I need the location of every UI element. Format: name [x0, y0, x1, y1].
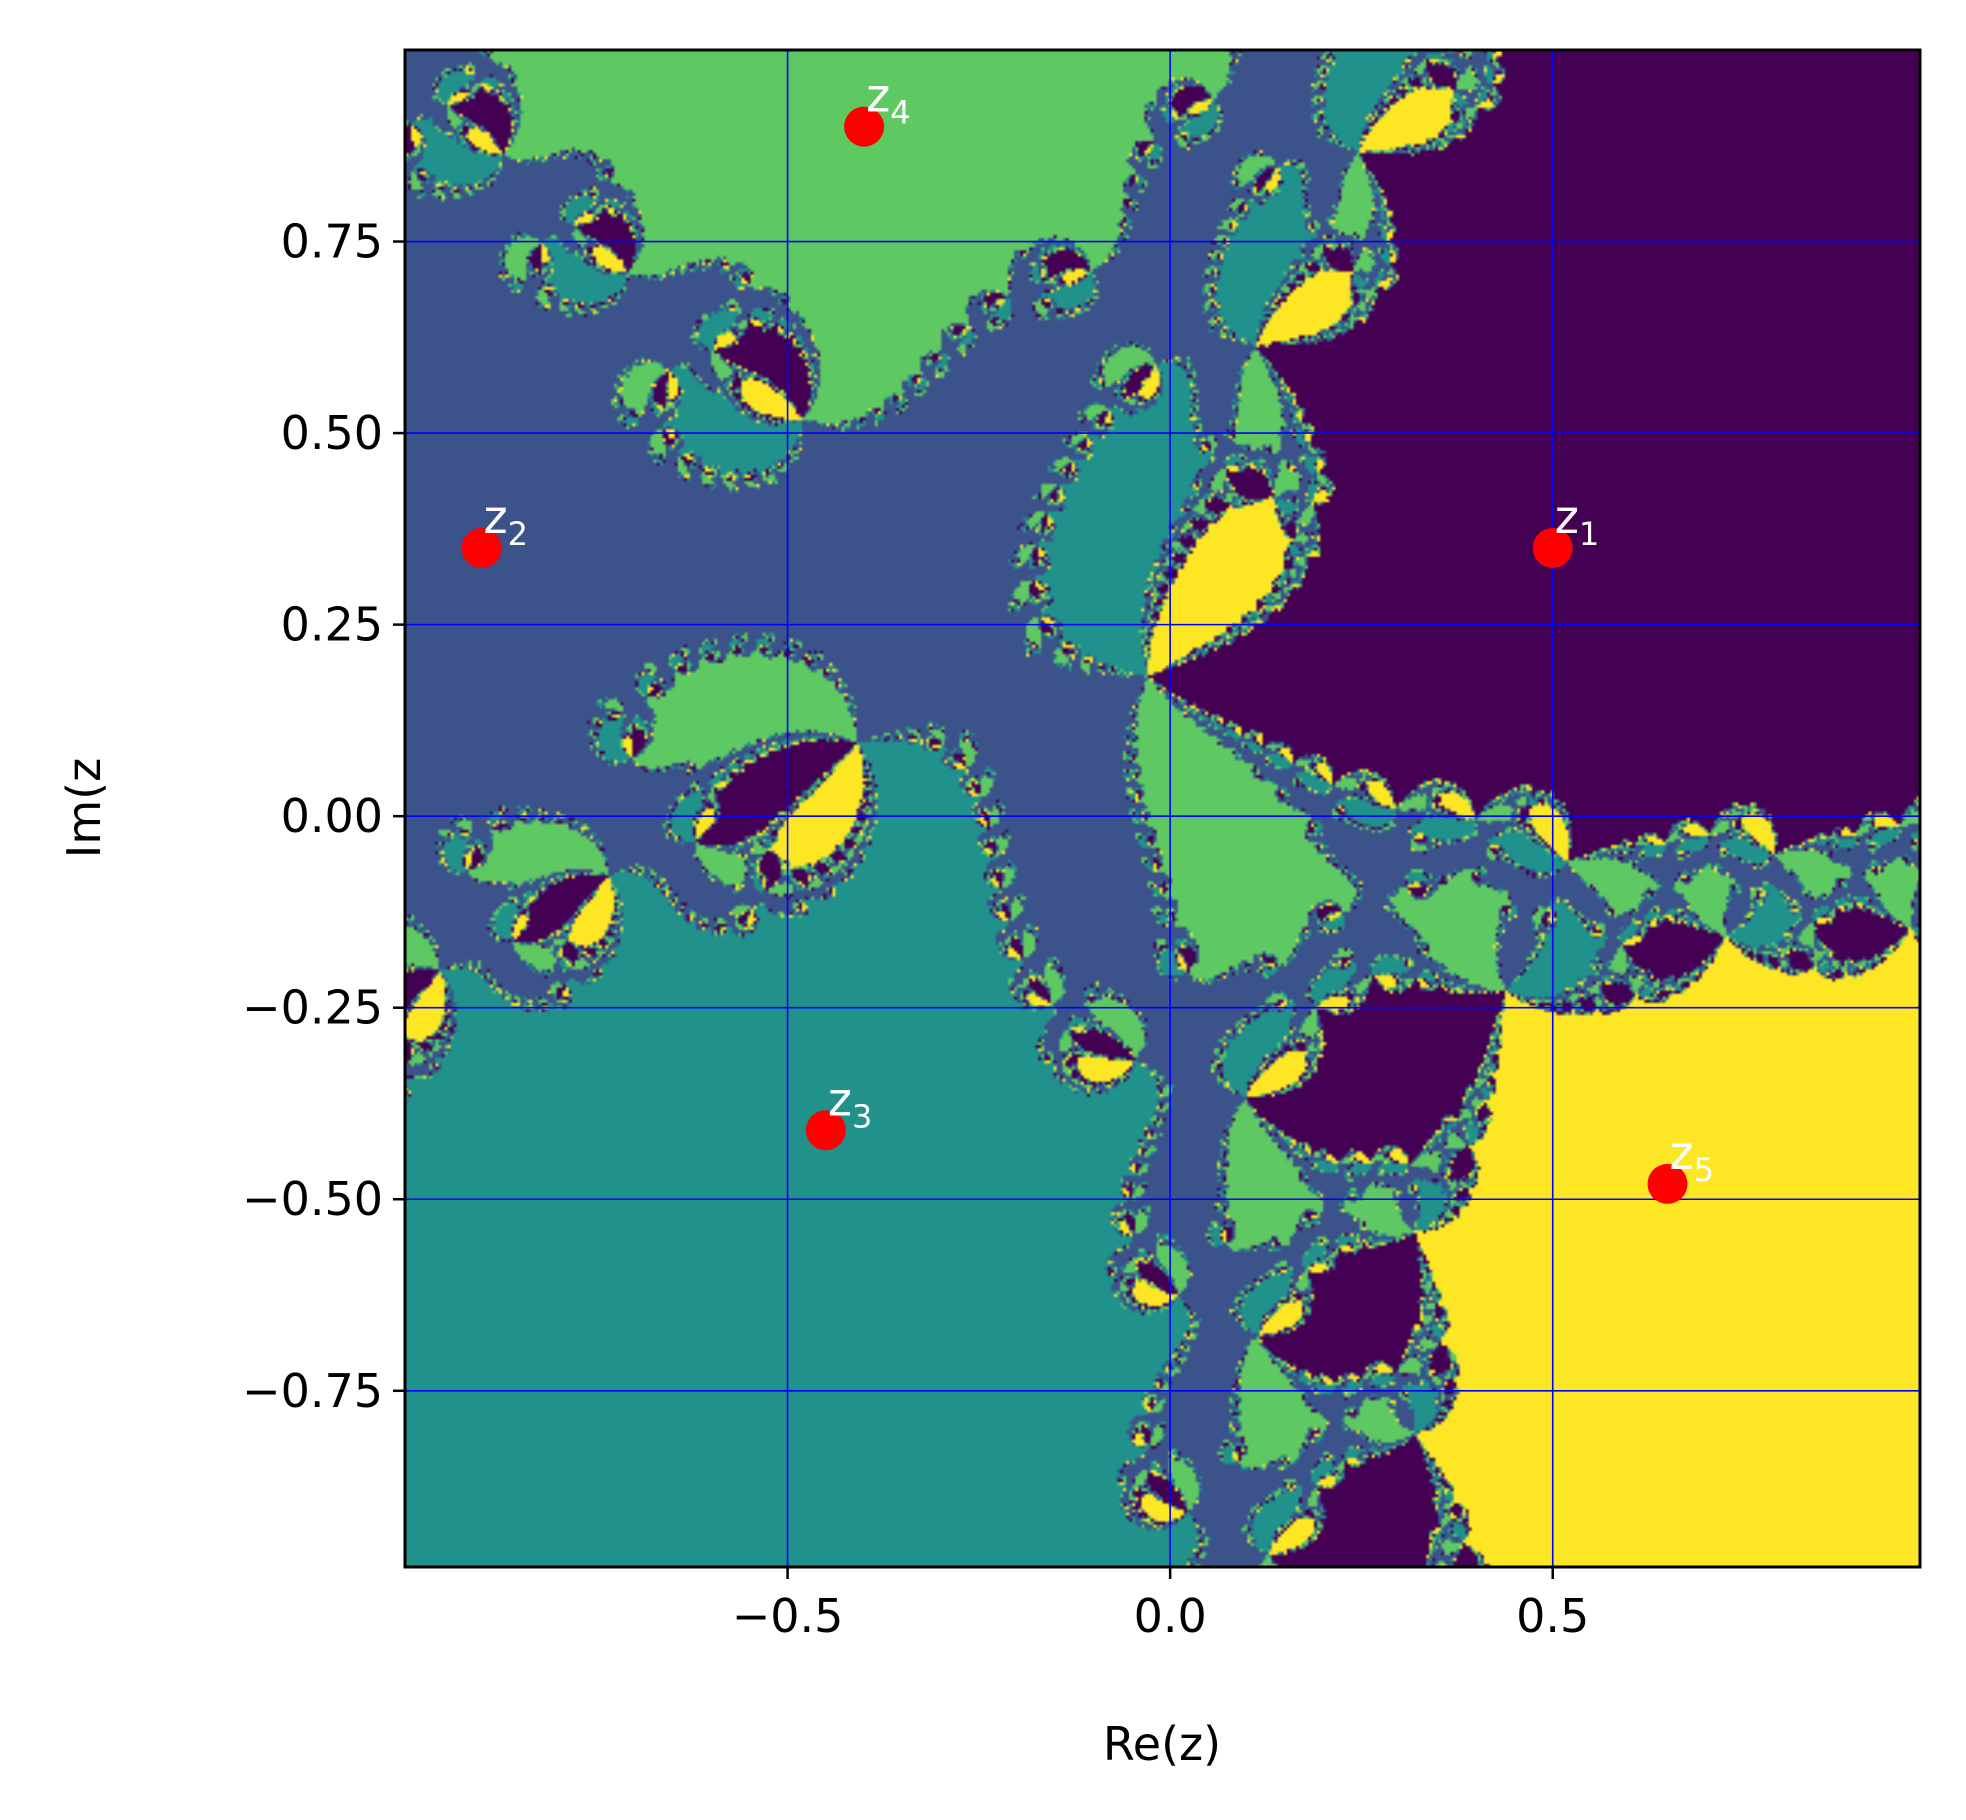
y-tick-label-1: −0.50 — [242, 1172, 383, 1226]
x-tick-label-1: 0.0 — [1134, 1589, 1207, 1643]
plot-area — [405, 50, 1920, 1567]
y-tick-label-4: 0.25 — [281, 598, 383, 652]
root-marker-2 — [461, 528, 502, 569]
root-marker-4 — [844, 106, 885, 147]
x-tick-label-0: −0.5 — [732, 1589, 844, 1643]
x-tick-label-2: 0.5 — [1516, 1589, 1589, 1643]
y-tick-label-2: −0.25 — [242, 981, 383, 1035]
root-marker-5 — [1647, 1163, 1688, 1204]
y-tick-label-0: −0.75 — [242, 1364, 383, 1418]
root-label-1: z1 — [1555, 490, 1600, 553]
y-axis-ticks: −0.75 −0.50 −0.25 0.00 0.25 0.50 0.75 — [242, 215, 405, 1418]
root-marker-3 — [805, 1110, 846, 1151]
grid-lines — [405, 50, 1920, 1567]
root-label-4: z4 — [866, 69, 911, 132]
y-tick-label-6: 0.75 — [281, 215, 383, 269]
y-axis-label: Im(z — [57, 758, 111, 858]
y-tick-label-3: 0.00 — [281, 789, 383, 843]
fractal-basin-heatmap — [405, 50, 1920, 1567]
root-labels: z1 z2 z3 z4 z5 — [484, 69, 1715, 1189]
x-axis-label: Re(z) — [1103, 1717, 1221, 1771]
y-tick-label-5: 0.50 — [281, 406, 383, 460]
root-marker-1 — [1532, 528, 1573, 569]
plot-frame — [403, 48, 1922, 1569]
root-label-3: z3 — [828, 1072, 873, 1135]
root-label-5: z5 — [1670, 1126, 1715, 1189]
root-label-2: z2 — [484, 490, 529, 553]
root-markers — [461, 106, 1688, 1204]
x-axis-ticks: −0.5 0.0 0.5 — [732, 1567, 1589, 1643]
